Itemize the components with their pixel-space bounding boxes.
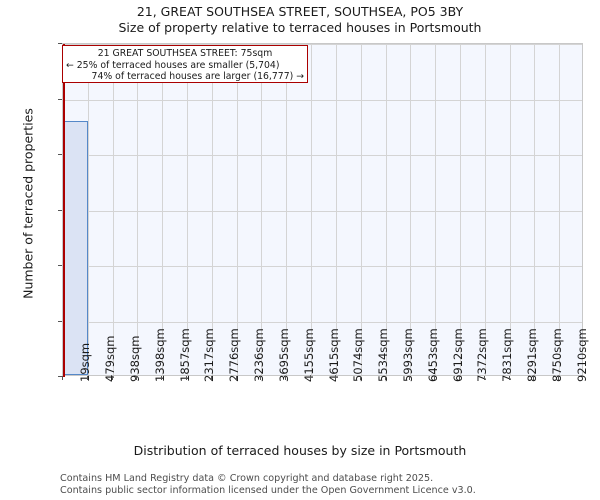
gridline-horizontal: [63, 210, 582, 212]
y-axis-tick-mark: [58, 209, 62, 211]
x-axis-tick-mark: [161, 376, 163, 380]
gridline-horizontal: [63, 99, 582, 101]
x-axis-tick-mark: [310, 376, 312, 380]
x-axis-tick-label: 479sqm: [103, 335, 118, 382]
x-axis-tick-label: 1398sqm: [152, 328, 167, 382]
x-axis-tick-mark: [533, 376, 535, 380]
x-axis-label: Distribution of terraced houses by size …: [133, 443, 467, 458]
x-axis-tick-label: 938sqm: [128, 335, 143, 382]
footer-line-2: Contains public sector information licen…: [60, 484, 476, 496]
x-axis-tick-label: 3236sqm: [252, 328, 267, 382]
x-axis-tick-mark: [434, 376, 436, 380]
x-axis-tick-label: 4615sqm: [326, 328, 341, 382]
annotation-line-title: 21 GREAT SOUTHSEA STREET: 75sqm: [97, 48, 273, 59]
gridline-vertical: [484, 44, 486, 375]
bar: [63, 120, 88, 375]
gridline-vertical: [236, 44, 238, 375]
x-axis-tick-mark: [235, 376, 237, 380]
gridline-vertical: [137, 44, 139, 375]
gridline-vertical: [509, 44, 511, 375]
annotation-line-larger: 74% of terraced houses are larger (16,77…: [91, 71, 304, 82]
x-axis-tick-label: 8750sqm: [549, 328, 564, 382]
x-axis-tick-mark: [136, 376, 138, 380]
gridline-vertical: [162, 44, 164, 375]
chart-title: 21, GREAT SOUTHSEA STREET, SOUTHSEA, PO5…: [136, 4, 464, 19]
x-axis-tick-label: 1857sqm: [177, 328, 192, 382]
x-axis-tick-label: 2776sqm: [227, 328, 242, 382]
property-marker-line: [63, 44, 65, 377]
x-axis-tick-label: 3695sqm: [276, 328, 291, 382]
gridline-vertical: [559, 44, 561, 375]
y-axis-tick-mark: [58, 98, 62, 100]
x-axis-tick-mark: [409, 376, 411, 380]
x-axis-tick-label: 19sqm: [78, 342, 93, 382]
x-axis-tick-label: 5074sqm: [351, 328, 366, 382]
annotation-line-smaller: ← 25% of terraced houses are smaller (5,…: [66, 59, 280, 71]
x-axis-tick-mark: [508, 376, 510, 380]
x-axis-tick-label: 2317sqm: [202, 328, 217, 382]
gridline-horizontal: [63, 321, 582, 323]
y-axis-tick-mark: [58, 376, 62, 377]
x-axis-tick-mark: [260, 376, 262, 380]
footer-attribution: Contains HM Land Registry data © Crown c…: [60, 473, 600, 496]
gridline-vertical: [187, 44, 189, 375]
x-axis-tick-label: 7372sqm: [475, 328, 490, 382]
gridline-vertical: [385, 44, 387, 375]
x-axis-tick-mark: [86, 376, 88, 380]
x-axis-tick-label: 6453sqm: [425, 328, 440, 382]
x-axis-tick-mark: [458, 376, 460, 380]
x-axis-tick-label: 9210sqm: [574, 328, 589, 382]
gridline-horizontal: [63, 266, 582, 267]
gridline-vertical: [459, 44, 461, 375]
property-annotation-box: 21 GREAT SOUTHSEA STREET: 75sqm ← 25% of…: [62, 45, 308, 83]
gridline-vertical: [286, 44, 288, 375]
gridline-vertical: [534, 44, 536, 375]
y-axis-label: Number of terraced properties: [20, 108, 36, 299]
x-axis-tick-mark: [285, 376, 287, 380]
plot-area: [62, 43, 583, 377]
gridline-horizontal: [63, 155, 582, 156]
x-axis-tick-mark: [186, 376, 188, 380]
gridline-horizontal: [63, 44, 582, 45]
chart-subtitle: Size of property relative to terraced ho…: [118, 20, 482, 35]
gridline-vertical: [112, 44, 114, 375]
gridline-vertical: [311, 44, 313, 375]
gridline-vertical: [335, 44, 337, 375]
x-axis-tick-mark: [210, 376, 212, 380]
x-axis-tick-mark: [384, 376, 386, 380]
gridline-vertical: [261, 44, 263, 375]
x-axis-tick-label: 5993sqm: [400, 328, 415, 382]
x-axis-tick-mark: [558, 376, 560, 380]
x-axis-tick-label: 4155sqm: [301, 328, 316, 382]
x-axis-tick-mark: [359, 376, 361, 380]
y-axis-tick-mark: [58, 43, 62, 44]
gridline-vertical: [435, 44, 437, 375]
y-axis-tick-mark: [58, 265, 62, 266]
y-axis-tick-mark: [58, 320, 62, 322]
gridline-vertical: [360, 44, 362, 375]
x-axis-tick-label: 8291sqm: [524, 328, 539, 382]
x-axis-tick-mark: [483, 376, 485, 380]
gridline-vertical: [211, 44, 213, 375]
x-axis-tick-mark: [111, 376, 113, 380]
gridline-vertical: [410, 44, 412, 375]
x-axis-tick-mark: [62, 376, 63, 380]
footer-line-1: Contains HM Land Registry data © Crown c…: [60, 473, 434, 484]
y-axis-tick-mark: [58, 154, 62, 155]
x-axis-tick-mark: [334, 376, 336, 380]
gridline-vertical: [87, 44, 89, 375]
x-axis-tick-label: 7831sqm: [500, 328, 515, 382]
x-axis-tick-label: 5534sqm: [376, 328, 391, 382]
x-axis-tick-label: 6912sqm: [450, 328, 465, 382]
